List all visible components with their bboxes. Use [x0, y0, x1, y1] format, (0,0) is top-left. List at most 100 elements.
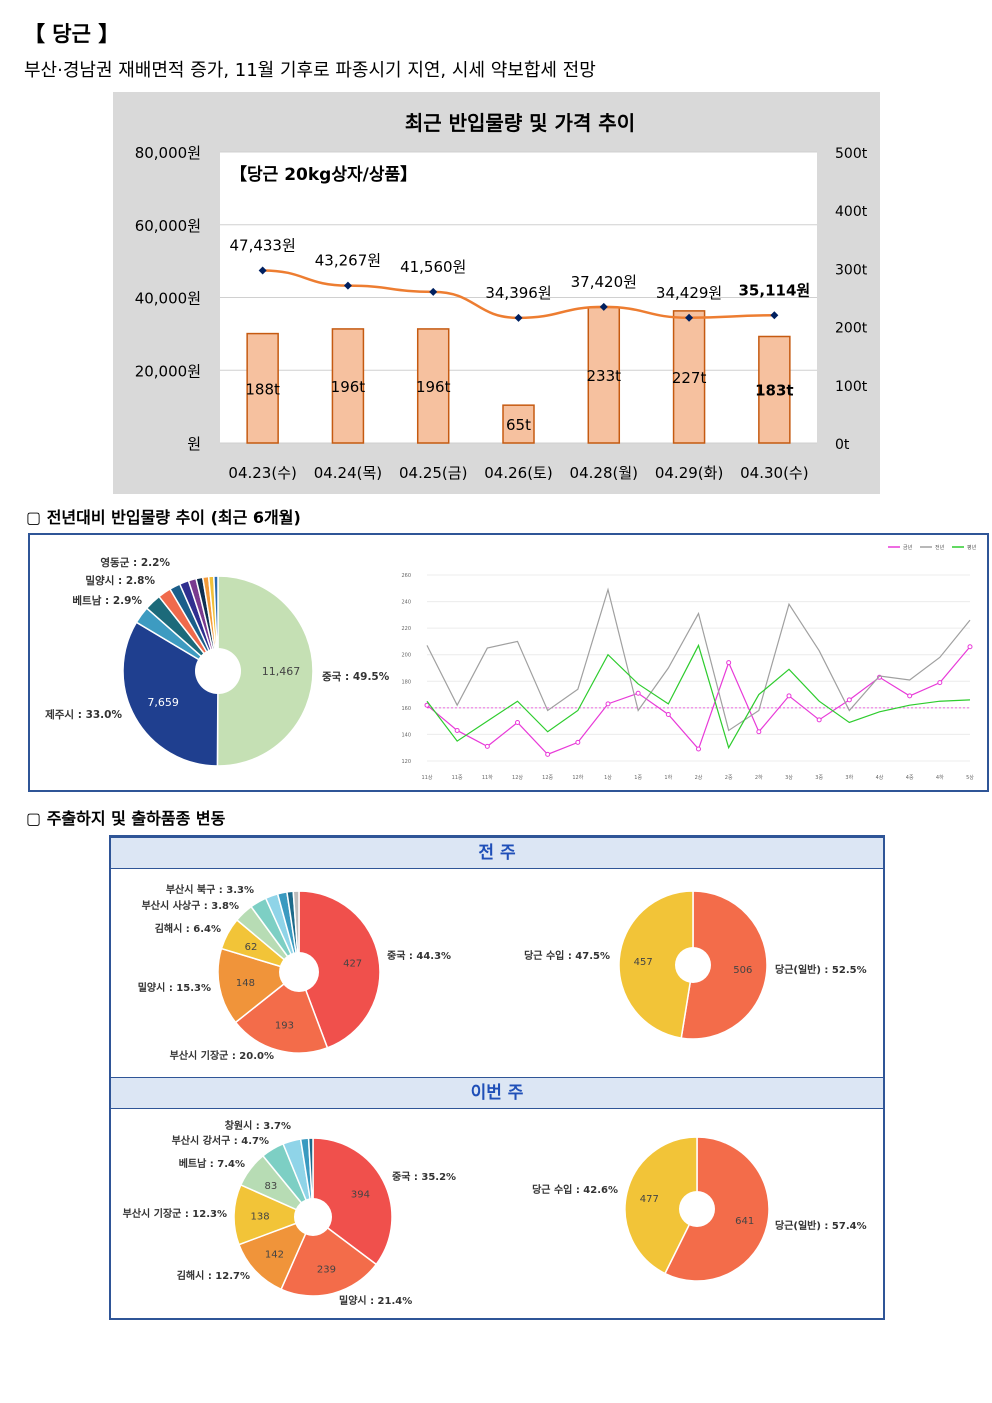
trend-x-tick: 1상	[604, 774, 612, 781]
pie-value-label: 83	[265, 1181, 278, 1192]
pie-value-label: 394	[351, 1189, 370, 1200]
prev-year-panel: 11,467 7,659 중국 : 49.5% 제주시 : 33.0% 베트남 : 2.…	[28, 533, 989, 792]
pie-category-label: 당근(일반) : 57.4%	[775, 1219, 867, 1232]
volume-price-chart: 최근 반입물량 및 가격 추이 【당근 20kg상자/상품】 188t 196t 1…	[113, 92, 880, 494]
pie-hole	[679, 1191, 715, 1227]
pie-value-label: 7,659	[147, 696, 179, 709]
category-label: 04.30(수)	[740, 464, 808, 482]
this-week-band: 이번 주	[111, 1077, 883, 1109]
trend-y-tick: 120	[401, 759, 411, 765]
price-label: 37,420원	[571, 273, 637, 291]
pie-category-label: 부산시 기장군 : 12.3%	[123, 1207, 227, 1220]
trend-x-tick: 1중	[634, 775, 642, 781]
volume-bar	[758, 335, 791, 444]
trend-x-tick: 2하	[755, 774, 763, 781]
pie-category-label: 부산시 기장군 : 20.0%	[170, 1049, 274, 1062]
price-marker	[429, 287, 438, 296]
pie-slice	[213, 575, 219, 672]
pie-slice	[216, 575, 314, 767]
pie-value-label: 62	[245, 942, 258, 953]
trend-x-tick: 5상	[966, 774, 974, 781]
category-label: 04.23(수)	[228, 464, 296, 482]
pie-slice	[312, 1137, 393, 1266]
pie-value-label: 193	[275, 1021, 294, 1032]
volume-label: 196t	[331, 378, 366, 396]
volume-label: 233t	[587, 367, 622, 385]
pie-hole	[279, 952, 319, 992]
price-marker	[258, 266, 267, 275]
right-tick-label: 300t	[835, 262, 868, 278]
pie-slice	[298, 890, 381, 1049]
pie-category-label: 영동군 : 2.2%	[100, 556, 170, 569]
pie-category-label: 베트남 : 2.9%	[72, 594, 142, 607]
trend-x-tick: 4중	[906, 775, 914, 781]
pie-category-label: 김해시 : 12.7%	[177, 1269, 250, 1282]
pie-slice	[307, 1137, 314, 1218]
trend-series-line	[426, 646, 971, 756]
volume-bar	[502, 404, 535, 444]
last-week-variety-pie: 506 457 당근(일반) : 52.5% 당근 수입 : 47.5%	[524, 890, 867, 1040]
category-label: 04.29(화)	[655, 464, 723, 482]
pie-slice	[624, 1136, 698, 1275]
prev-year-charts: 11,467 7,659 중국 : 49.5% 제주시 : 33.0% 베트남 : 2.…	[45, 544, 977, 781]
pie-slice	[292, 890, 300, 973]
trend-point	[786, 693, 792, 699]
left-tick-label: 20,000원	[135, 362, 201, 380]
trend-x-tick: 11하	[482, 774, 493, 781]
trend-point	[816, 717, 822, 723]
price-label: 34,429원	[656, 284, 722, 302]
chart-subtitle: 【당근 20kg상자/상품】	[230, 164, 417, 185]
trend-line-chart: 120 140 160 180 200 220 240 260 11상 11중 11하 12상 12중 1…	[401, 544, 976, 781]
pie-category-label: 부산시 북구 : 3.3%	[166, 883, 254, 896]
trend-series-line	[426, 587, 971, 732]
pie-slice	[233, 1183, 315, 1246]
pie-value-label: 506	[733, 965, 752, 976]
pie-category-label: 창원시 : 3.7%	[225, 1119, 291, 1132]
price-label: 41,560원	[400, 258, 466, 276]
trend-x-tick: 12중	[542, 775, 553, 781]
volume-bar	[672, 310, 706, 444]
page-subtitle: 부산·경남권 재배면적 증가, 11월 기후로 파종시기 지연, 시세 약보합세…	[24, 60, 596, 81]
trend-point	[575, 739, 581, 745]
trend-x-tick: 12하	[572, 774, 583, 781]
trend-y-tick: 180	[401, 679, 411, 685]
trend-point	[515, 719, 520, 725]
pie-value-label: 457	[634, 957, 653, 968]
pie-hole	[195, 648, 241, 694]
pie-slice	[122, 621, 219, 767]
trend-x-tick: 2중	[725, 775, 733, 781]
pie-value-label: 148	[236, 978, 255, 989]
pie-category-label: 중국 : 44.3%	[387, 950, 451, 962]
trend-x-tick: 3중	[815, 775, 823, 781]
pie-value-label: 142	[265, 1249, 284, 1260]
trend-y-tick: 220	[401, 626, 411, 632]
pie-slice	[234, 970, 329, 1054]
trend-x-tick: 4상	[876, 774, 884, 781]
left-tick-label: 60,000원	[135, 217, 201, 235]
trend-point	[635, 690, 641, 696]
this-week-variety-pie: 641 477 당근(일반) : 57.4% 당근 수입 : 42.6%	[532, 1136, 867, 1282]
volume-bar	[331, 328, 365, 444]
page-title: 【 당근 】	[24, 22, 120, 46]
pie-slice	[680, 890, 768, 1040]
trend-point	[605, 701, 611, 707]
pie-category-label: 당근 수입 : 42.6%	[532, 1183, 618, 1196]
trend-y-tick: 200	[401, 653, 411, 659]
trend-point	[937, 680, 943, 686]
right-tick-label: 0t	[835, 437, 850, 453]
trend-point	[484, 743, 490, 749]
trend-point	[665, 712, 671, 717]
trend-y-tick: 240	[401, 600, 411, 606]
trend-point	[424, 702, 430, 708]
trend-series-line	[426, 643, 971, 750]
legend-label: 평년	[967, 544, 977, 551]
price-label: 35,114원	[739, 281, 811, 299]
price-label: 43,267원	[315, 252, 381, 270]
trend-x-tick: 11상	[422, 774, 433, 781]
trend-point	[967, 644, 973, 650]
trend-y-tick: 260	[401, 573, 411, 579]
right-tick-label: 100t	[835, 379, 868, 395]
pie-category-label: 제주시 : 33.0%	[45, 708, 122, 721]
legend-label: 전년	[935, 544, 945, 551]
pie-value-label: 11,467	[262, 665, 301, 678]
